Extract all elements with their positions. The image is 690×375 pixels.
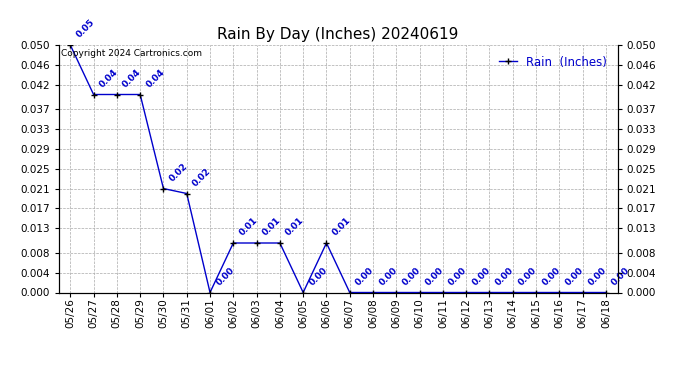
Text: 0.00: 0.00 — [214, 265, 236, 287]
Rain  (Inches) — [276, 241, 284, 245]
Text: 0.00: 0.00 — [493, 265, 515, 287]
Text: 0.01: 0.01 — [237, 216, 259, 237]
Rain  (Inches) — [369, 290, 377, 295]
Rain  (Inches) — [439, 290, 447, 295]
Rain  (Inches) — [415, 290, 424, 295]
Rain  (Inches) — [392, 290, 400, 295]
Line: Rain  (Inches): Rain (Inches) — [68, 42, 609, 295]
Text: 0.00: 0.00 — [517, 265, 539, 287]
Text: 0.04: 0.04 — [144, 67, 166, 89]
Rain  (Inches) — [578, 290, 586, 295]
Text: 0.04: 0.04 — [121, 67, 143, 89]
Rain  (Inches) — [112, 92, 121, 97]
Rain  (Inches) — [602, 290, 610, 295]
Text: 0.00: 0.00 — [400, 265, 422, 287]
Rain  (Inches) — [90, 92, 98, 97]
Text: 0.00: 0.00 — [377, 265, 399, 287]
Rain  (Inches) — [485, 290, 493, 295]
Text: 0.01: 0.01 — [261, 216, 283, 237]
Text: 0.00: 0.00 — [354, 265, 375, 287]
Text: 0.00: 0.00 — [307, 265, 329, 287]
Rain  (Inches) — [183, 191, 191, 196]
Text: 0.00: 0.00 — [540, 265, 562, 287]
Rain  (Inches) — [462, 290, 471, 295]
Text: 0.00: 0.00 — [471, 265, 492, 287]
Rain  (Inches) — [532, 290, 540, 295]
Rain  (Inches) — [136, 92, 144, 97]
Text: 0.05: 0.05 — [75, 18, 97, 39]
Text: 0.00: 0.00 — [424, 265, 446, 287]
Rain  (Inches) — [322, 241, 331, 245]
Rain  (Inches) — [555, 290, 564, 295]
Rain  (Inches) — [299, 290, 307, 295]
Text: 0.00: 0.00 — [447, 265, 469, 287]
Text: 0.00: 0.00 — [610, 265, 632, 287]
Rain  (Inches) — [206, 290, 214, 295]
Text: 0.00: 0.00 — [586, 265, 609, 287]
Rain  (Inches) — [509, 290, 517, 295]
Legend: Rain  (Inches): Rain (Inches) — [494, 51, 611, 74]
Text: 0.02: 0.02 — [168, 161, 190, 183]
Rain  (Inches) — [159, 186, 168, 191]
Text: 0.00: 0.00 — [564, 265, 585, 287]
Rain  (Inches) — [66, 43, 75, 47]
Rain  (Inches) — [229, 241, 237, 245]
Rain  (Inches) — [346, 290, 354, 295]
Text: 0.02: 0.02 — [191, 166, 213, 188]
Text: 0.04: 0.04 — [98, 67, 119, 89]
Title: Rain By Day (Inches) 20240619: Rain By Day (Inches) 20240619 — [217, 27, 459, 42]
Text: Copyright 2024 Cartronics.com: Copyright 2024 Cartronics.com — [61, 49, 202, 58]
Text: 0.01: 0.01 — [284, 216, 306, 237]
Text: 0.01: 0.01 — [331, 216, 353, 237]
Rain  (Inches) — [253, 241, 261, 245]
